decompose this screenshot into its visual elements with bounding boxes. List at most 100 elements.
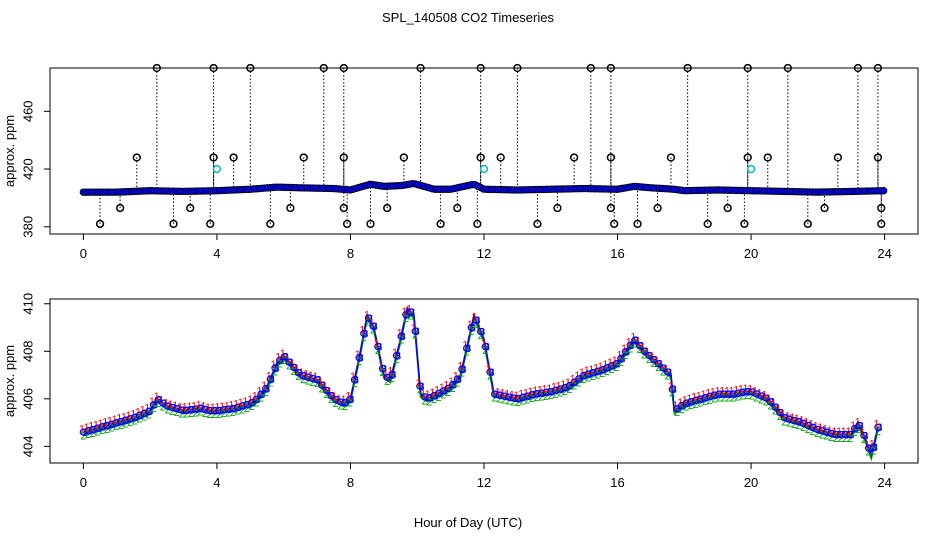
bottom-data-point [135, 411, 144, 419]
bottom-y-tick-label: 406 [21, 388, 36, 410]
bottom-series-marker: 2 [94, 427, 100, 439]
bottom-series-marker: 3 [250, 397, 256, 409]
top-outlier-point [115, 203, 125, 213]
bottom-series-marker: 2 [758, 394, 764, 406]
bottom-series-marker: 2 [244, 403, 250, 415]
bottom-data-point [304, 373, 312, 381]
bottom-series-marker: 3 [769, 397, 775, 409]
bottom-data-point [173, 405, 181, 413]
bottom-series-marker: 2 [375, 345, 381, 357]
top-outlier-point [339, 63, 348, 73]
bottom-series-marker: 3 [521, 392, 527, 404]
bottom-series-marker: 2 [562, 386, 568, 398]
bottom-series-marker: 2 [253, 398, 259, 410]
bottom-series-marker: 2 [515, 397, 521, 409]
bottom-data-point [290, 363, 298, 372]
top-outlier-point [476, 153, 485, 162]
bottom-series-marker: 3 [446, 383, 452, 395]
bottom-series-marker: 2 [735, 392, 741, 404]
bottom-series-marker: 2 [716, 392, 722, 404]
bottom-series-marker: 3 [460, 364, 466, 376]
bottom-series-points: 1231231231231231231231231231231231231231… [79, 303, 883, 458]
top-y-tick-label: 420 [21, 158, 36, 180]
bottom-data-point [168, 403, 176, 412]
bottom-series-marker: 3 [119, 416, 125, 428]
bottom-series-marker: 2 [632, 339, 638, 351]
bottom-series-marker: 2 [164, 405, 170, 417]
bottom-series-marker: 2 [104, 424, 110, 436]
bottom-series-marker: 2 [487, 371, 493, 383]
bottom-series-marker: 2 [300, 374, 306, 386]
top-x-tick-label: 4 [213, 246, 220, 261]
bottom-series-marker: 3 [255, 394, 261, 406]
bottom-series-marker: 2 [753, 392, 759, 404]
bottom-series-marker: 3 [91, 424, 97, 436]
bottom-data-point [519, 393, 527, 401]
bottom-series-marker: 3 [264, 383, 270, 395]
bottom-series-marker: 2 [436, 392, 442, 404]
bottom-data-point [229, 404, 237, 413]
bottom-series-marker: 3 [409, 307, 415, 319]
bottom-series-marker: 3 [404, 310, 410, 322]
bottom-series-marker: 2 [431, 394, 437, 406]
bottom-data-point [603, 364, 611, 372]
bottom-series-marker: 2 [524, 394, 530, 406]
bottom-data-point [112, 419, 120, 427]
bottom-data-point [762, 394, 770, 402]
bottom-series-marker: 2 [118, 420, 124, 432]
bottom-data-point [149, 401, 158, 409]
bottom-series-marker: 2 [534, 392, 540, 404]
chart-title: SPL_140508 CO2 Timeseries [382, 10, 554, 25]
bottom-series-marker: 3 [386, 372, 392, 384]
top-x-tick-label: 8 [347, 246, 354, 261]
top-outlier-point [132, 153, 141, 162]
bottom-series-marker: 3 [778, 407, 784, 419]
top-outlier-point [299, 153, 308, 162]
bottom-data-point [565, 381, 574, 390]
bottom-data-point [140, 409, 148, 417]
bottom-data-point [285, 358, 293, 366]
top-outlier-point [683, 63, 692, 73]
bottom-series-marker: 2 [464, 347, 470, 359]
bottom-data-point [855, 421, 863, 430]
top-outlier-point [763, 153, 772, 162]
bottom-data-point [766, 398, 775, 406]
bottom-series-marker: 2 [772, 406, 778, 418]
bottom-series-marker: 2 [809, 426, 815, 438]
bottom-series-marker: 3 [390, 369, 396, 381]
bottom-data-point [841, 430, 849, 439]
bottom-series-marker: 3 [643, 346, 649, 358]
bottom-series-marker: 3 [671, 384, 677, 396]
top-outlier-point [286, 203, 295, 213]
bottom-data-point [243, 400, 251, 409]
bottom-series-marker: 2 [113, 421, 119, 433]
bottom-series-marker: 3 [615, 359, 621, 371]
bottom-series-marker: 3 [287, 357, 293, 369]
bottom-series-marker: 2 [847, 433, 853, 445]
bottom-data-point [874, 423, 882, 431]
top-outlier-point [209, 153, 218, 162]
bottom-data-point [579, 371, 588, 380]
bottom-series-marker: 3 [147, 406, 153, 418]
bottom-series-marker: 3 [96, 423, 102, 435]
bottom-data-point [626, 341, 634, 349]
bottom-series-marker: 2 [286, 361, 292, 373]
top-points [79, 63, 888, 229]
bottom-series-marker: 2 [711, 393, 717, 405]
top-outlier-point [473, 219, 482, 229]
bottom-series-marker: 2 [833, 433, 839, 445]
bottom-data-point [537, 389, 546, 397]
bottom-series-marker: 3 [708, 391, 714, 403]
bottom-series-marker: 3 [292, 362, 298, 374]
bottom-series-marker: 3 [638, 341, 644, 353]
bottom-data-point [715, 390, 723, 398]
bottom-series-marker: 2 [272, 366, 278, 378]
bottom-data-point [360, 329, 368, 338]
bottom-series-marker: 2 [230, 407, 236, 419]
bottom-data-point [631, 336, 639, 344]
bottom-data-point [187, 406, 195, 414]
bottom-series-marker: 2 [641, 350, 647, 362]
bottom-x-axis: 0 4 8 12 16 20 24 [80, 463, 892, 490]
bottom-data-point [224, 405, 232, 413]
bottom-series-marker: 3 [568, 380, 574, 392]
